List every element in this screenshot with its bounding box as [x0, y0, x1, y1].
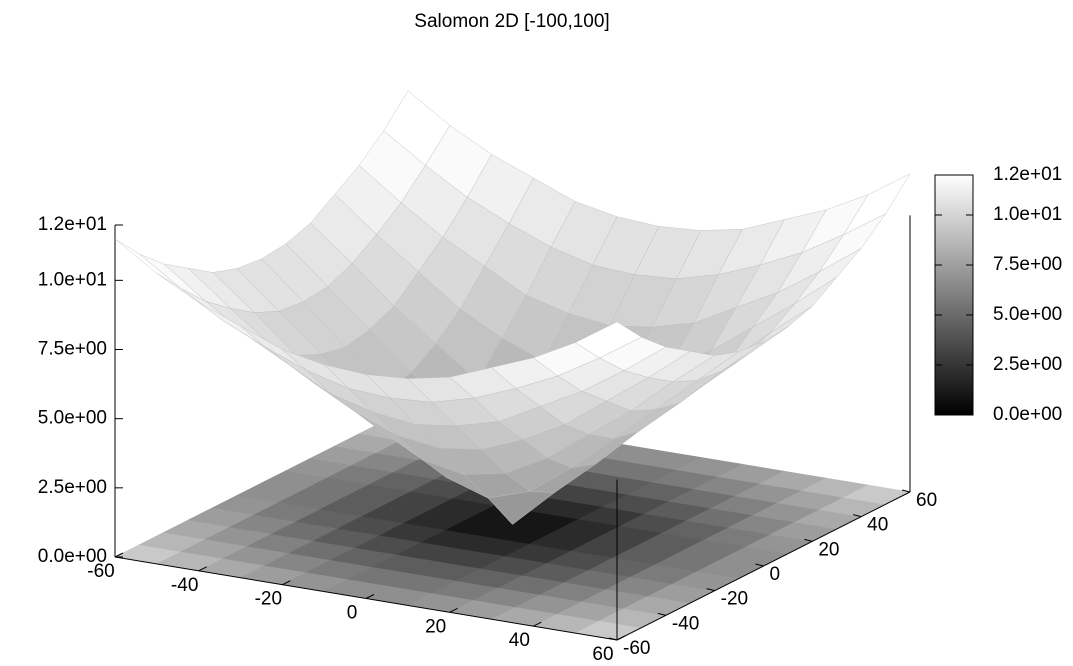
surface-cell	[574, 321, 642, 359]
x-tick	[114, 552, 124, 558]
y-tick-label: -20	[721, 589, 748, 610]
y-tick	[706, 588, 715, 592]
x-tick	[282, 580, 291, 586]
x-tick	[449, 607, 458, 613]
y-tick	[853, 514, 862, 518]
z-tick-label: 0.0e+00	[38, 546, 107, 567]
surface-cell	[114, 238, 182, 289]
x-tick-label: 60	[592, 644, 613, 665]
x-tick-label: 20	[425, 616, 446, 637]
colorbar-label: 0.0e+00	[993, 404, 1062, 425]
chart-title: Salomon 2D [-100,100]	[414, 11, 609, 32]
z-tick-label: 1.0e+01	[38, 269, 107, 290]
y-tick	[901, 489, 911, 493]
x-tick	[616, 635, 626, 641]
z-tick-label: 5.0e+00	[38, 408, 107, 429]
z-tick-label: 1.2e+01	[38, 214, 107, 235]
z-tick-label: 2.5e+00	[38, 477, 107, 498]
colorbar-label: 5.0e+00	[993, 304, 1062, 325]
x-tick-label: 40	[509, 630, 530, 651]
y-tick-label: 40	[867, 515, 888, 536]
colorbar-label: 1.0e+01	[993, 204, 1062, 225]
colorbar	[934, 174, 974, 416]
colorbar-label: 2.5e+00	[993, 354, 1062, 375]
x-tick-label: 0	[347, 603, 358, 624]
x-tick-label: -40	[171, 575, 198, 596]
y-tick-label: 60	[916, 490, 937, 511]
y-tick	[755, 563, 764, 567]
x-tick	[533, 621, 542, 627]
colorbar-label: 1.2e+01	[993, 164, 1062, 185]
x-tick	[365, 594, 375, 599]
y-tick-label: -40	[672, 613, 699, 634]
y-tick	[608, 637, 618, 641]
z-tick-label: 7.5e+00	[38, 339, 107, 360]
y-tick	[804, 538, 813, 542]
x-tick	[198, 566, 207, 572]
y-tick-label: 20	[818, 539, 839, 560]
y-tick-label: -60	[623, 638, 650, 659]
colorbar-label: 7.5e+00	[993, 254, 1062, 275]
y-tick	[657, 612, 666, 616]
x-tick-label: -60	[87, 561, 114, 582]
x-tick-label: -20	[255, 589, 282, 610]
y-tick-label: 0	[770, 564, 781, 585]
